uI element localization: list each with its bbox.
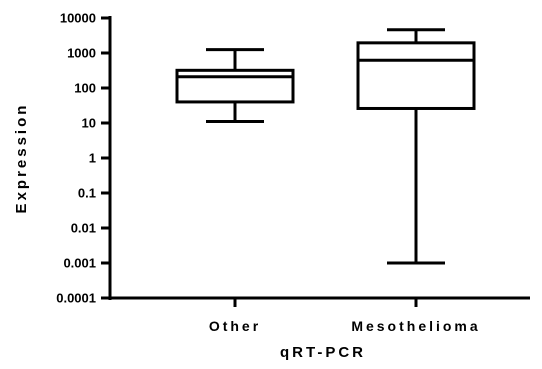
y-tick-label: 0.001 [63, 256, 96, 271]
iqr-box [356, 41, 476, 110]
y-tick-label: 100 [74, 81, 96, 96]
boxes [175, 28, 476, 265]
x-axis-title: qRT-PCR [280, 344, 366, 361]
x-axis-ticks: Other Mesothelioma [209, 298, 480, 334]
x-tick-label: Mesothelioma [351, 318, 480, 334]
box-mesothelioma [356, 28, 476, 265]
y-tick-label: 1000 [67, 46, 96, 61]
iqr-box [175, 68, 295, 104]
y-tick-label: 10 [82, 116, 96, 131]
y-tick-label: 1 [89, 151, 96, 166]
y-tick-label: 0.01 [71, 221, 96, 236]
y-tick-label: 0.1 [78, 186, 96, 201]
box-other [175, 48, 295, 124]
y-axis-ticks: 10000 1000 100 10 1 0.1 0.01 0.001 0.0001 [56, 11, 110, 306]
y-axis-title: Expression [13, 103, 30, 214]
x-tick-label: Other [209, 318, 261, 334]
y-tick-label: 10000 [60, 11, 96, 26]
y-tick-label: 0.0001 [56, 291, 96, 306]
